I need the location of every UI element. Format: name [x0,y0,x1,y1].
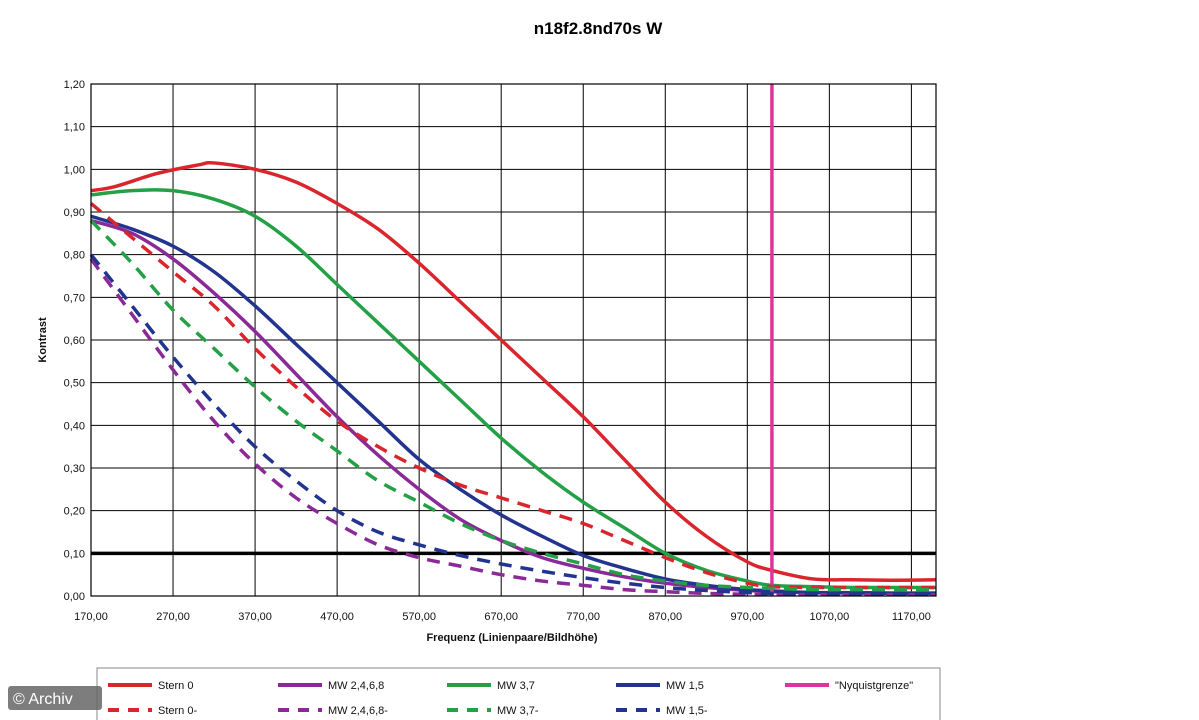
series-line-5 [89,202,936,590]
series-line-8 [89,253,936,596]
series-line-0 [90,160,937,582]
y-tick-label: 0,00 [64,591,85,603]
chart-title: n18f2.8nd70s W [534,19,663,38]
x-tick-label: 1170,00 [892,611,931,623]
y-tick-label: 0,60 [64,335,85,347]
y-tick-label: 0,70 [64,292,85,304]
legend: Stern 0 MW 2,4,6,8 MW 3,7 MW 1,5 "Nyquistgre… [96,667,941,720]
y-axis-label: Kontrast [37,317,49,363]
legend-label: MW 2,4,6,8- [328,705,388,717]
y-tick-label: 0,20 [64,506,85,518]
legend-box [96,667,941,720]
x-tick-label: 370,00 [238,611,272,623]
y-tick-label: 0,40 [64,420,85,432]
x-tick-label: 270,00 [156,611,190,623]
x-tick-label: 1070,00 [809,611,849,623]
y-tick-label: 1,20 [64,79,85,91]
x-tick-label: 570,00 [402,611,436,623]
legend-label: MW 3,7- [497,705,539,717]
axis-ticks: 170,00 270,00 370,00 470,00 570,00 670,00 770,… [64,79,931,623]
x-tick-label: 470,00 [320,611,354,623]
x-tick-label: 670,00 [484,611,518,623]
series-line-3 [90,214,937,596]
plot-frame [90,83,937,597]
x-tick-label: 870,00 [648,611,682,623]
y-tick-label: 1,10 [64,122,85,134]
legend-label: MW 3,7 [497,680,535,692]
legend-label: MW 1,5- [666,705,708,717]
series-lines [89,84,937,597]
y-tick-label: 0,80 [64,250,85,262]
legend-label: "Nyquistgrenze" [835,680,913,692]
watermark-text: © Archiv [13,691,73,708]
legend-label: MW 2,4,6,8 [328,680,384,692]
series-line-7 [89,219,936,592]
y-tick-label: 0,90 [64,207,85,219]
x-tick-label: 970,00 [730,611,764,623]
legend-label: Stern 0 [158,680,193,692]
series-line-2 [90,188,936,590]
y-tick-label: 0,30 [64,463,85,475]
legend-label: Stern 0- [158,705,197,717]
x-tick-label: 770,00 [566,611,600,623]
legend-label: MW 1,5 [666,680,704,692]
x-tick-label: 170,00 [74,611,108,623]
y-tick-label: 0,10 [64,548,85,560]
y-tick-label: 1,00 [64,164,85,176]
y-tick-label: 0,50 [64,378,85,390]
watermark: © Archiv [8,686,102,710]
grid [90,83,936,597]
x-axis-label: Frequenz (Linienpaare/Bildhöhe) [426,632,597,644]
